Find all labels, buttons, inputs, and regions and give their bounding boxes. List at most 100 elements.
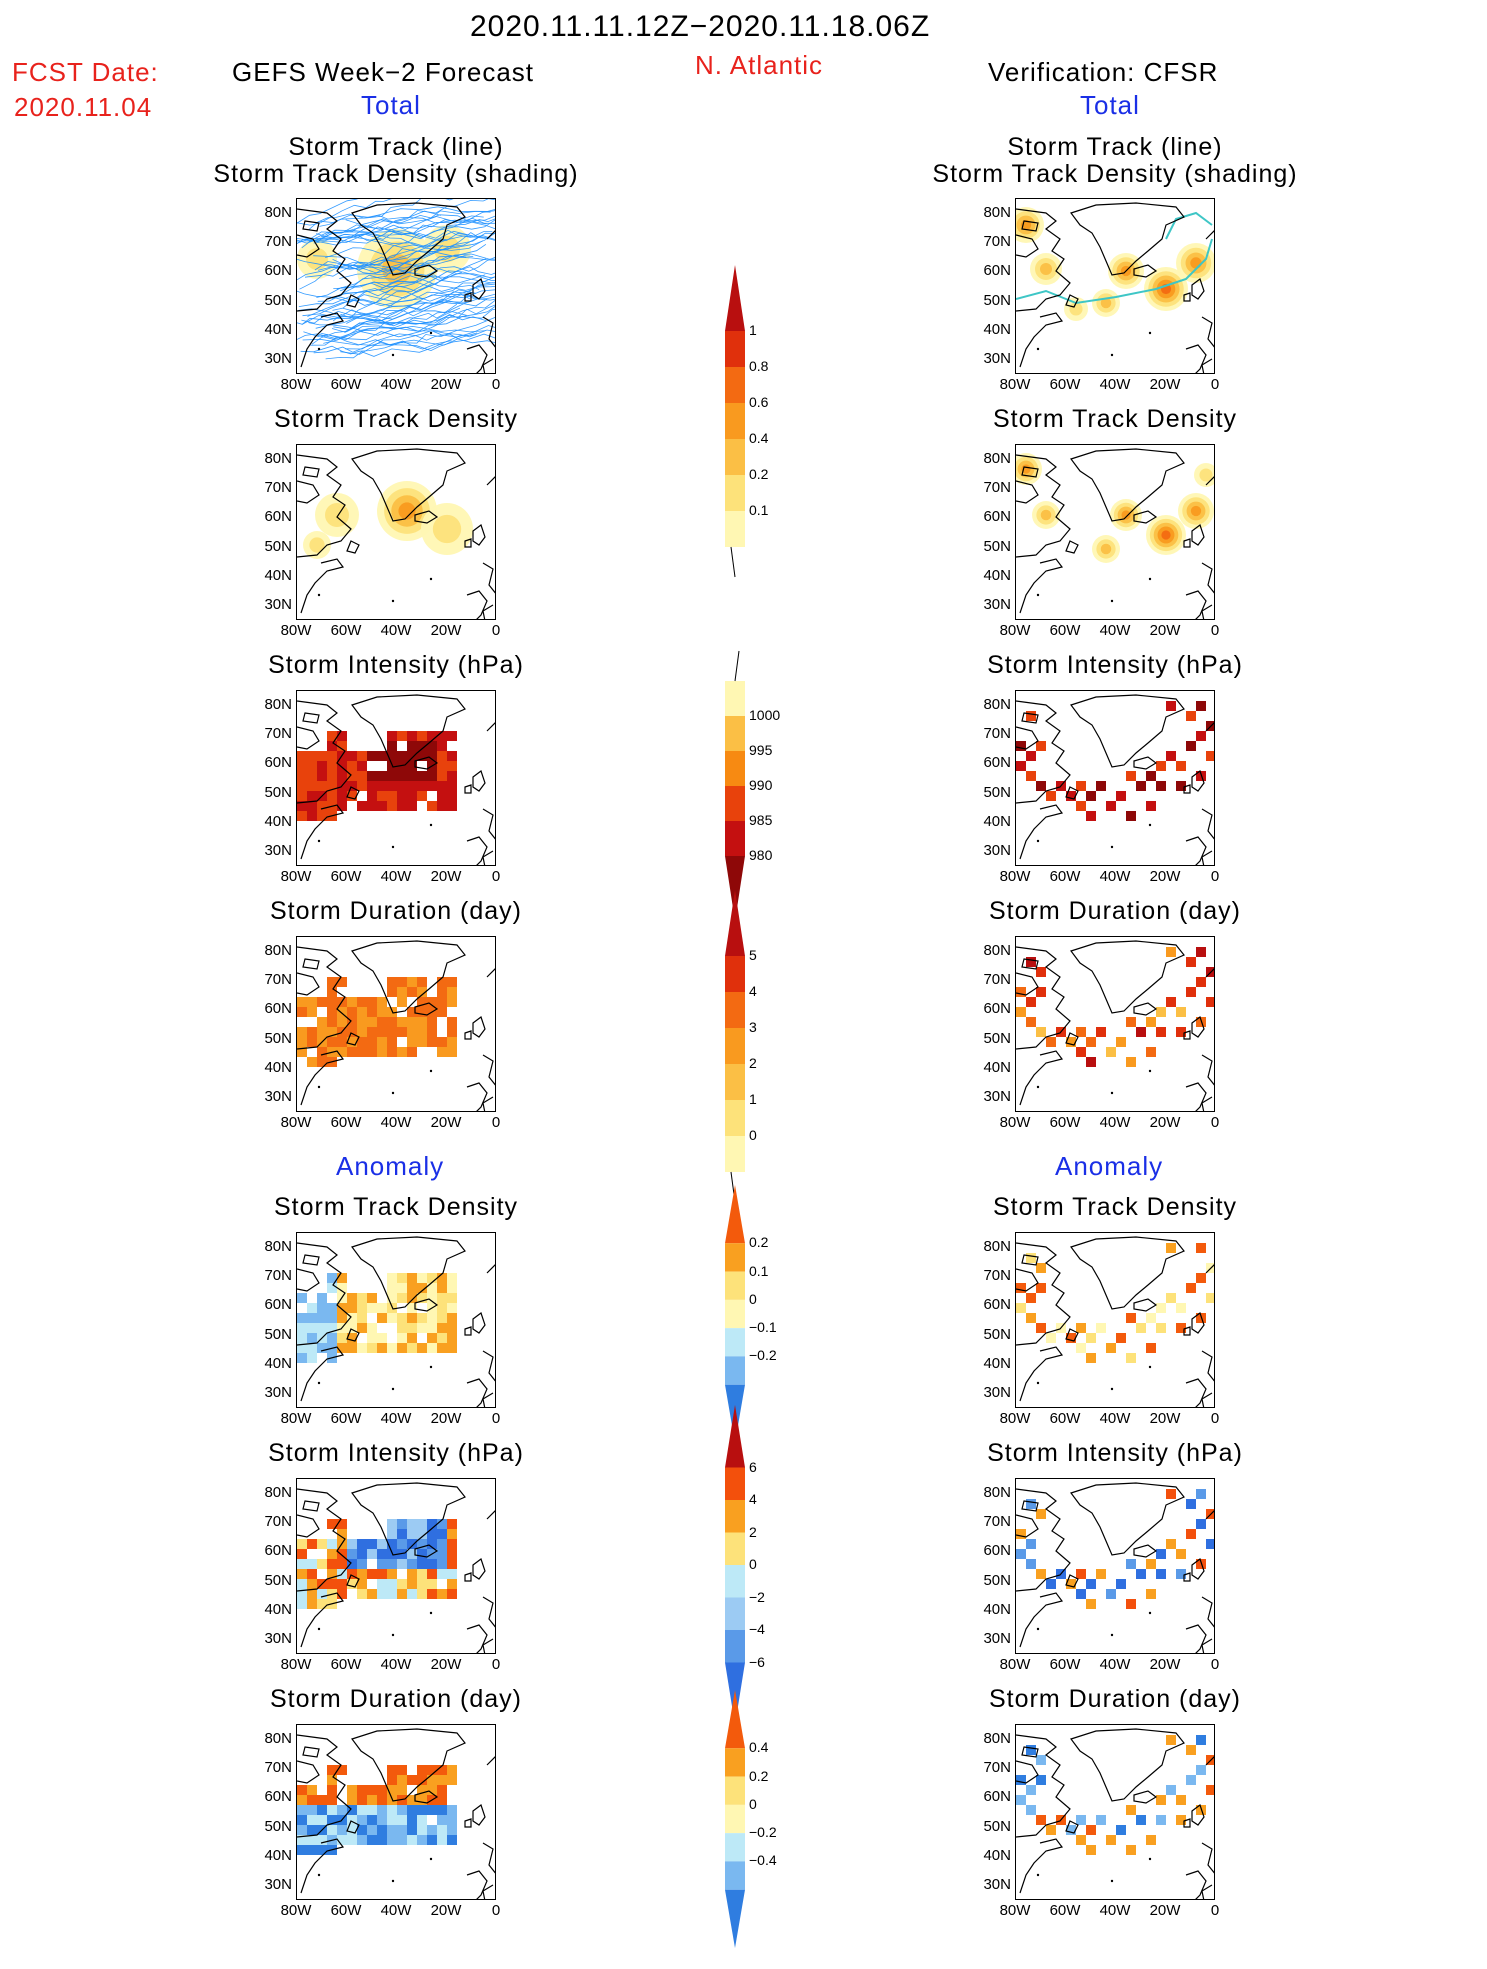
lon-tick-label: 20W <box>1149 622 1181 639</box>
map-svg <box>297 448 495 619</box>
map-svg <box>1016 1728 1214 1899</box>
map-panel-verification-7 <box>1015 1724 1215 1900</box>
lat-tick-label: 30N <box>983 1384 1011 1402</box>
lon-tick-label: 40W <box>1099 1114 1131 1131</box>
colorbar-label: 0.6 <box>749 394 769 410</box>
lat-tick-label: 40N <box>983 813 1011 830</box>
colorbar-segment <box>725 1500 745 1533</box>
colorbar-label: 0 <box>749 1795 757 1812</box>
lat-tick-label: 50N <box>983 291 1011 309</box>
map-svg <box>1016 448 1214 619</box>
lon-tick-label: 80W <box>280 376 312 393</box>
lat-tick-label: 40N <box>264 321 292 338</box>
map-svg <box>1016 202 1214 373</box>
colorbar-label: −6 <box>749 1653 765 1670</box>
lon-tick-label: 0 <box>491 1114 501 1131</box>
colorbar-label: −0.4 <box>749 1852 777 1869</box>
colorbar-label: 990 <box>749 777 773 793</box>
panel-title: Storm Intensity (hPa) <box>268 1439 524 1467</box>
lat-tick-label: 30N <box>264 1876 292 1894</box>
lat-tick-label: 50N <box>983 1325 1011 1343</box>
colorbar-segment <box>725 786 745 821</box>
lat-tick-label: 70N <box>983 233 1011 250</box>
region-label: N. Atlantic <box>695 50 824 80</box>
lon-tick-label: 40W <box>380 1114 412 1131</box>
lon-tick-label: 40W <box>1099 868 1131 885</box>
total-label-right: Total <box>1080 90 1140 120</box>
lon-tick-label: 60W <box>1049 1656 1081 1673</box>
colorbar-segment <box>725 751 745 786</box>
map-panel-verification-1 <box>1015 198 1215 374</box>
colorbar-segment <box>725 1136 745 1172</box>
lat-tick-label: 60N <box>983 1000 1011 1018</box>
lon-tick-label: 40W <box>1099 1656 1131 1673</box>
lon-tick-label: 40W <box>380 1410 412 1427</box>
lon-tick-label: 60W <box>330 868 362 885</box>
colorbar-label: 0.4 <box>749 430 769 446</box>
lat-tick-label: 50N <box>264 291 292 309</box>
lat-tick-label: 40N <box>264 813 292 830</box>
colorbar-label: 0.2 <box>749 1234 769 1251</box>
colorbar-segment <box>725 1271 745 1300</box>
map-panel-verification-6 <box>1015 1478 1215 1654</box>
lon-tick-label: 20W <box>430 622 462 639</box>
anomaly-label-left: Anomaly <box>336 1151 445 1181</box>
lat-tick-label: 60N <box>264 1542 292 1560</box>
lat-tick-label: 70N <box>264 1513 292 1530</box>
lon-tick-label: 40W <box>1099 376 1131 393</box>
lon-tick-label: 40W <box>1099 1410 1131 1427</box>
total-label-left: Total <box>361 90 421 120</box>
map-svg <box>1016 694 1214 865</box>
colorbar-duration_anomaly <box>721 1686 761 1969</box>
lat-tick-label: 60N <box>983 754 1011 772</box>
lon-tick-label: 20W <box>1149 1656 1181 1673</box>
colorbar-segment <box>725 1100 745 1136</box>
lon-tick-label: 40W <box>380 868 412 885</box>
lat-tick-label: 80N <box>264 203 292 221</box>
lat-tick-label: 60N <box>264 508 292 526</box>
map-svg <box>297 940 495 1111</box>
colorbar-segment <box>725 1690 745 1749</box>
lat-tick-label: 80N <box>264 1483 292 1501</box>
lon-tick-label: 80W <box>999 1410 1031 1427</box>
panel-title: Storm Intensity (hPa) <box>987 1439 1243 1467</box>
lat-tick-label: 50N <box>983 537 1011 555</box>
lat-tick-label: 70N <box>264 233 292 250</box>
lat-tick-label: 30N <box>983 596 1011 614</box>
lat-tick-label: 50N <box>264 783 292 801</box>
colorbar-segment <box>725 1630 745 1663</box>
lat-tick-label: 30N <box>264 1630 292 1648</box>
lon-tick-label: 60W <box>1049 1114 1081 1131</box>
lon-tick-label: 20W <box>430 868 462 885</box>
colorbar-intensity_anomaly <box>721 1401 761 1746</box>
panel-title: Storm Duration (day) <box>988 1685 1242 1713</box>
fcst-date-label: FCST Date: <box>12 57 159 87</box>
colorbar-label: 1 <box>749 322 757 338</box>
lat-tick-label: 80N <box>983 941 1011 959</box>
lon-tick-label: 0 <box>491 1656 501 1673</box>
lon-tick-label: 60W <box>330 1114 362 1131</box>
lat-tick-label: 70N <box>983 971 1011 988</box>
panel-title: Storm Track (line) <box>1007 133 1223 161</box>
colorbar-segment <box>725 1804 745 1834</box>
fcst-date-value: 2020.11.04 <box>14 92 153 122</box>
date-range-title: 2020.11.11.12Z−2020.11.18.06Z <box>470 10 931 43</box>
lon-tick-label: 0 <box>1210 1114 1220 1131</box>
lon-tick-label: 20W <box>430 1410 462 1427</box>
lon-tick-label: 0 <box>1210 1656 1220 1673</box>
lat-tick-label: 60N <box>264 1296 292 1314</box>
lon-tick-label: 60W <box>1049 868 1081 885</box>
lat-tick-label: 80N <box>983 449 1011 467</box>
colorbar-label: −0.2 <box>749 1824 777 1841</box>
lat-tick-label: 60N <box>264 1788 292 1806</box>
lon-tick-label: 80W <box>280 1902 312 1919</box>
lat-tick-label: 70N <box>264 725 292 742</box>
colorbar-segment <box>725 856 745 921</box>
lon-tick-label: 20W <box>1149 868 1181 885</box>
lat-tick-label: 80N <box>264 1237 292 1255</box>
lon-tick-label: 60W <box>330 1410 362 1427</box>
lat-tick-label: 60N <box>264 754 292 772</box>
colorbar-track_density_anomaly <box>721 1181 761 1464</box>
lat-tick-label: 40N <box>264 1601 292 1618</box>
lat-tick-label: 30N <box>983 350 1011 368</box>
